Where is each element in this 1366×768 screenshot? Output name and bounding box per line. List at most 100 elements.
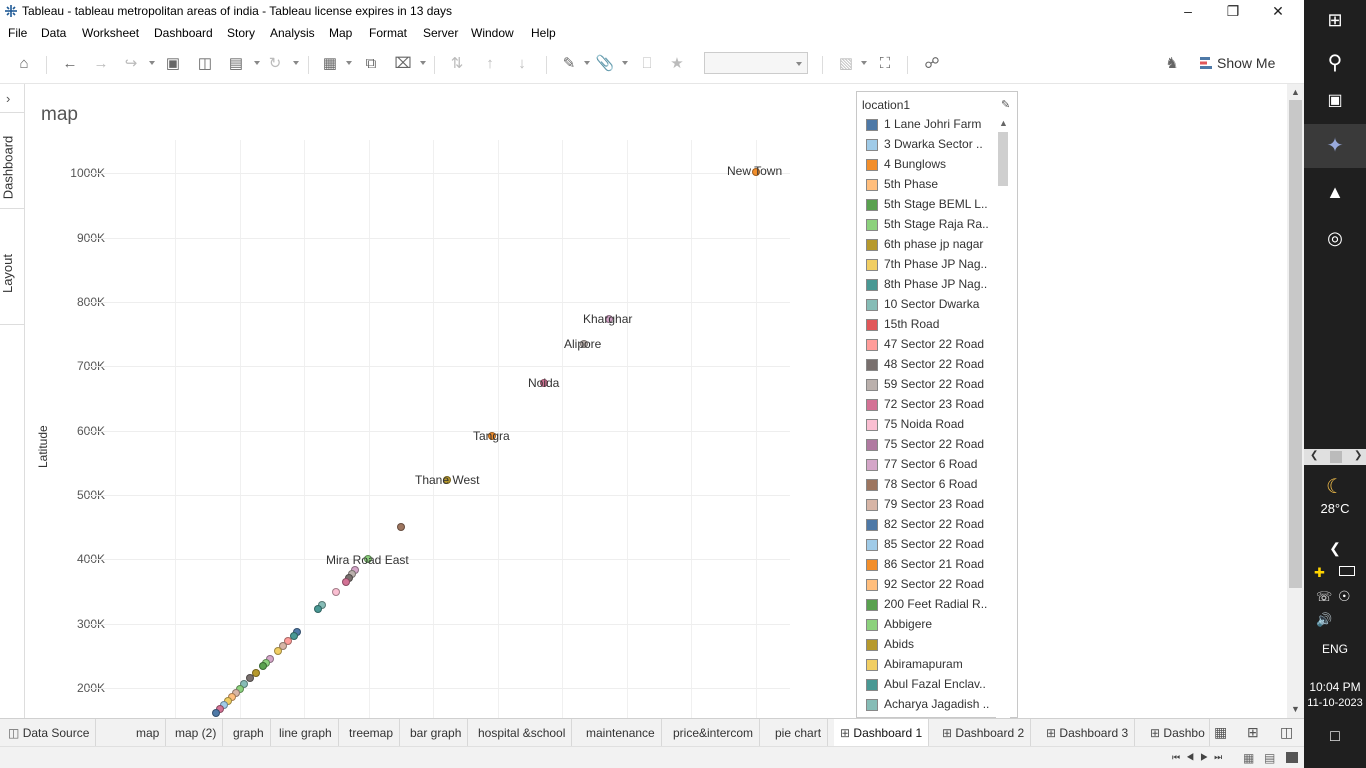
redo-icon[interactable]: →	[93, 55, 109, 72]
legend-item[interactable]: 6th phase jp nagar	[866, 235, 998, 255]
menu-file[interactable]: File	[8, 26, 28, 40]
data-point[interactable]	[364, 555, 372, 563]
legend-item[interactable]: 82 Sector 22 Road	[866, 515, 998, 535]
tab-pie-chart[interactable]: pie chart	[769, 719, 829, 747]
replay-icon[interactable]: ↪	[124, 55, 138, 72]
legend-item[interactable]: 86 Sector 21 Road	[866, 555, 998, 575]
menu-story[interactable]: Story	[227, 26, 256, 40]
legend-item[interactable]: 92 Sector 22 Road	[866, 575, 998, 595]
legend-item[interactable]: 15th Road	[866, 315, 998, 335]
tab-price-intercom[interactable]: price&intercom	[667, 719, 761, 747]
expand-panel-icon[interactable]: ›	[6, 91, 11, 106]
data-point[interactable]	[580, 340, 588, 348]
scatter-plot[interactable]: New Town Kharghar Alipore Noida Tangra T…	[88, 140, 790, 718]
legend-item[interactable]: Acharya Jagadish ..	[866, 695, 998, 715]
tab-map[interactable]: map	[130, 719, 167, 747]
clock-date[interactable]: 11-10-2023	[1307, 697, 1363, 709]
tab-line-graph[interactable]: line graph	[273, 719, 339, 747]
legend-item[interactable]: 48 Sector 22 Road	[866, 355, 998, 375]
minimize-button[interactable]: –	[1184, 3, 1192, 19]
volume-icon[interactable]: 🔊	[1316, 612, 1333, 627]
menu-map[interactable]: Map	[329, 26, 353, 40]
clock-time[interactable]: 10:04 PM	[1309, 680, 1361, 694]
menu-format[interactable]: Format	[369, 26, 408, 40]
start-icon[interactable]: ⊞	[1327, 10, 1343, 30]
refresh-icon[interactable]: ↻	[268, 55, 282, 72]
data-point[interactable]	[332, 588, 340, 596]
fix-axes-icon[interactable]: ★	[670, 55, 684, 72]
legend-item[interactable]: Abbigere	[866, 615, 998, 635]
tableau-taskbar-icon[interactable]: ✦	[1304, 124, 1366, 168]
share-icon[interactable]: ☍	[924, 55, 940, 72]
undo-icon[interactable]: ←	[62, 55, 78, 72]
show-hidden-icons-icon[interactable]: ❮	[1329, 540, 1341, 556]
highlight-icon[interactable]: ✎	[562, 55, 576, 72]
edit-legend-icon[interactable]: ✎	[1001, 99, 1011, 111]
data-point[interactable]	[284, 637, 292, 645]
legend-item[interactable]: 59 Sector 22 Road	[866, 375, 998, 395]
battery-icon[interactable]	[1339, 566, 1355, 576]
tab-map-2[interactable]: map (2)	[169, 719, 224, 747]
menu-data[interactable]: Data	[41, 26, 67, 40]
data-point[interactable]	[279, 642, 287, 650]
data-point[interactable]	[342, 578, 350, 586]
save-icon[interactable]: ▣	[165, 55, 181, 72]
legend-item[interactable]: 7th Phase JP Nag..	[866, 255, 998, 275]
search-icon[interactable]: ⚲	[1327, 52, 1343, 74]
photos-icon[interactable]: ▲	[1326, 182, 1344, 202]
new-worksheet-tab-icon[interactable]: ▦	[1214, 724, 1228, 740]
tabs-view-icon[interactable]	[1286, 752, 1298, 763]
tab-data-source[interactable]: ◫ Data Source	[2, 719, 97, 747]
swap-icon[interactable]: ⇅	[450, 55, 464, 72]
tab-dashboard-1[interactable]: ⊞ Dashboard 1	[834, 719, 930, 747]
tab-dashboard-2[interactable]: ⊞ Dashboard 2	[936, 719, 1032, 747]
data-point[interactable]	[443, 476, 451, 484]
sheet-sorter-icon[interactable]: ▦	[1243, 751, 1255, 765]
legend-item[interactable]: Abul Fazal Enclav..	[866, 675, 998, 695]
duplicate-sheet-icon[interactable]: ⧉	[365, 55, 377, 72]
new-dashboard-tab-icon[interactable]: ⊞	[1247, 724, 1259, 740]
legend-item[interactable]: 200 Feet Radial R..	[866, 595, 998, 615]
tab-maintenance[interactable]: maintenance	[580, 719, 662, 747]
tab-treemap[interactable]: treemap	[343, 719, 401, 747]
pause-updates-icon[interactable]: ▤	[228, 55, 244, 72]
new-story-tab-icon[interactable]: ◫	[1280, 724, 1294, 740]
legend-item[interactable]: 85 Sector 22 Road	[866, 535, 998, 555]
dashboard-tab[interactable]: Dashboard	[0, 135, 16, 200]
data-point[interactable]	[314, 605, 322, 613]
legend-item[interactable]: 4 Bunglows	[866, 155, 998, 175]
menu-help[interactable]: Help	[531, 26, 556, 40]
data-point[interactable]	[252, 669, 260, 677]
tab-dashboard-4[interactable]: ⊞ Dashbo	[1144, 719, 1210, 747]
format-painter-icon[interactable]: ♞	[1165, 55, 1179, 72]
legend-item[interactable]: 75 Sector 22 Road	[866, 435, 998, 455]
legend-item[interactable]: 8th Phase JP Nag..	[866, 275, 998, 295]
legend-item[interactable]: 3 Dwarka Sector ..	[866, 135, 998, 155]
legend-item[interactable]: 77 Sector 6 Road	[866, 455, 998, 475]
tab-dashboard-3[interactable]: ⊞ Dashboard 3	[1040, 719, 1136, 747]
clear-sheet-icon[interactable]: ⌧	[394, 55, 412, 72]
legend-item[interactable]: 10 Sector Dwarka	[866, 295, 998, 315]
task-view-icon[interactable]: ▣	[1327, 92, 1343, 109]
tab-graph[interactable]: graph	[227, 719, 271, 747]
data-point[interactable]	[259, 662, 267, 670]
data-point[interactable]	[488, 432, 496, 440]
fit-dropdown[interactable]	[704, 52, 808, 74]
data-point[interactable]	[397, 523, 405, 531]
show-me-button[interactable]: Show Me	[1200, 55, 1275, 71]
home-icon[interactable]: ⌂	[19, 55, 29, 72]
sheet-navigation-icon[interactable]: ⏮◀▶⏭	[1172, 752, 1229, 762]
legend-item[interactable]: 72 Sector 23 Road	[866, 395, 998, 415]
meet-now-icon[interactable]: ☏	[1316, 589, 1333, 604]
speedtest-icon[interactable]: ◎	[1327, 228, 1343, 248]
legend-item[interactable]: 47 Sector 22 Road	[866, 335, 998, 355]
network-icon[interactable]: ☉	[1338, 588, 1351, 604]
tab-bar-graph[interactable]: bar graph	[404, 719, 469, 747]
new-worksheet-icon[interactable]: ▦	[322, 55, 338, 72]
language-indicator[interactable]: ENG	[1321, 642, 1348, 656]
legend-item[interactable]: Abids	[866, 635, 998, 655]
data-point[interactable]	[212, 709, 220, 717]
data-point[interactable]	[540, 379, 548, 387]
close-button[interactable]: ✕	[1272, 3, 1284, 19]
data-point[interactable]	[240, 680, 248, 688]
